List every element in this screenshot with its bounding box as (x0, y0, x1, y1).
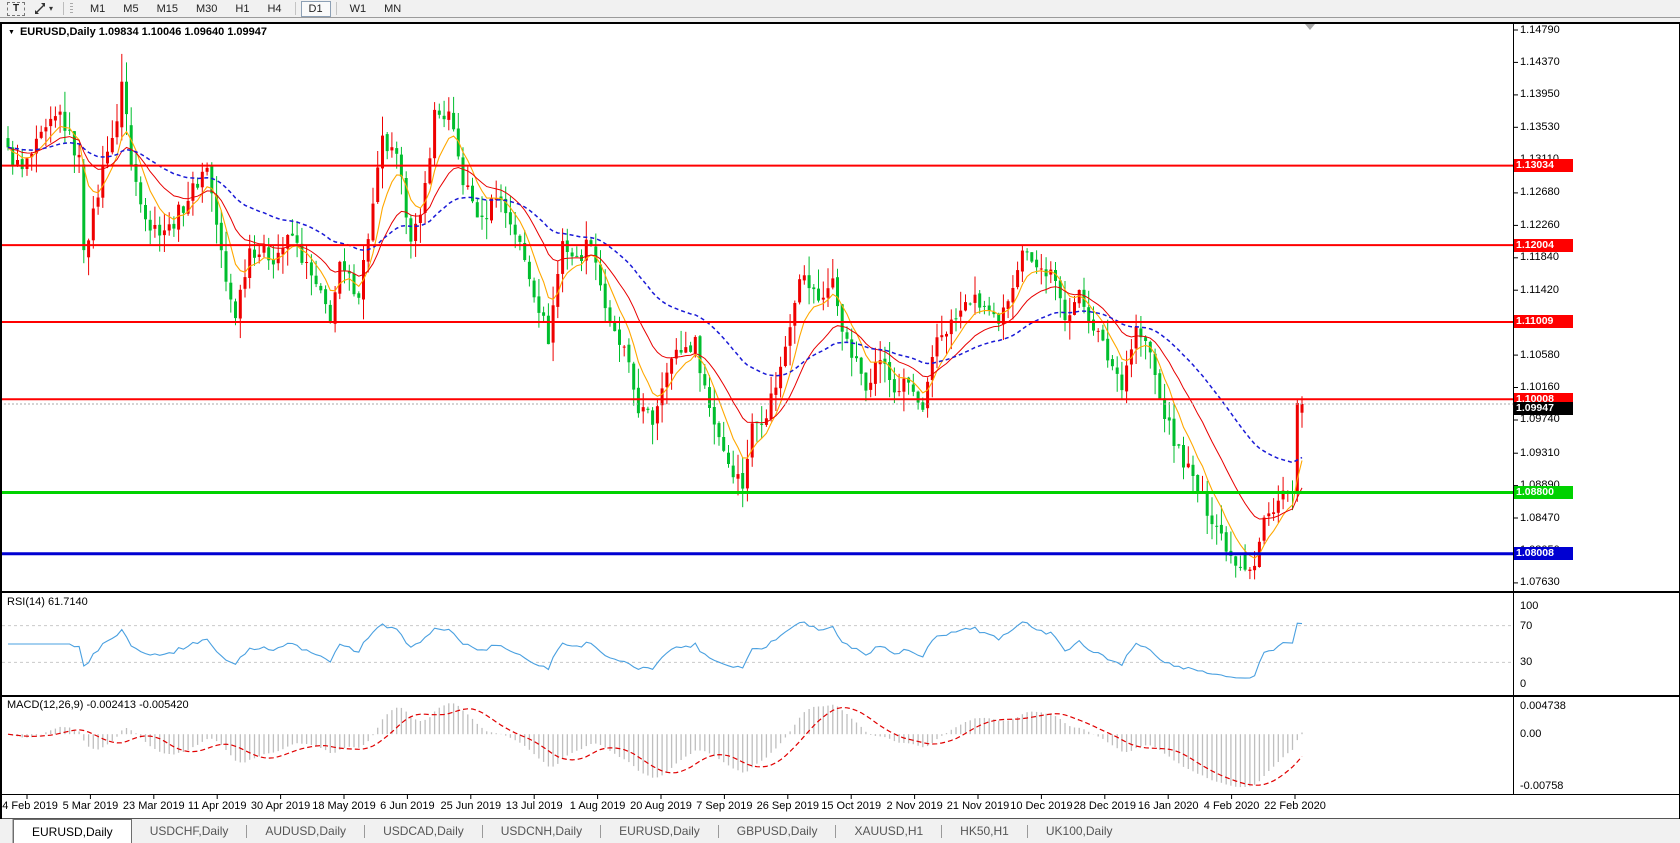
chart-tab-9[interactable]: UK100,Daily (1045, 824, 1113, 838)
price-line-badge: 1.08800 (1514, 486, 1573, 500)
timeframe-button-m1[interactable]: M1 (90, 2, 106, 15)
toolbar-separator (63, 2, 65, 15)
chart-tab-bar: EURUSD,Daily USDCHF,Daily AUDUSD,Daily USDC… (0, 819, 1680, 843)
timeframe-button-m5[interactable]: M5 (123, 2, 139, 15)
price-axis-label: 1.12680 (1520, 186, 1560, 199)
rsi-axis-label: 70 (1520, 619, 1533, 632)
date-axis-label: 10 Dec 2019 (1010, 800, 1073, 812)
date-axis-label: 6 Jun 2019 (380, 800, 435, 812)
timeframe-button-m15[interactable]: M15 (156, 2, 178, 15)
date-axis-label: 11 Apr 2019 (187, 800, 247, 812)
tab-separator (364, 824, 366, 838)
rsi-indicator-label: RSI(14) 61.7140 (7, 596, 88, 608)
price-axis-label: 1.13950 (1520, 88, 1560, 101)
date-axis-label: 15 Oct 2019 (821, 800, 882, 812)
timeframe-button-w1[interactable]: W1 (349, 2, 367, 15)
price-axis-label: 1.12260 (1520, 218, 1560, 231)
timeframe-button-m30[interactable]: M30 (195, 2, 218, 15)
date-axis-label: 22 Feb 2020 (1264, 800, 1326, 812)
date-axis-label: 21 Nov 2019 (946, 800, 1010, 812)
date-axis-label: 14 Feb 2019 (0, 800, 58, 812)
toolbar-separator (294, 2, 296, 15)
price-axis-label: 1.08470 (1520, 511, 1560, 524)
date-axis-label: 20 Aug 2019 (630, 800, 692, 812)
chart-tab-7[interactable]: XAUUSD,H1 (854, 824, 924, 838)
tab-separator (835, 824, 837, 838)
tab-separator (600, 824, 602, 838)
dropdown-caret-icon[interactable]: ▾ (49, 4, 54, 13)
date-axis-label: 2 Nov 2019 (886, 800, 943, 812)
price-axis-label: 1.11420 (1520, 283, 1559, 296)
price-axis-label: 1.14790 (1520, 23, 1560, 36)
symbol-dropdown-icon[interactable]: ▼ (8, 29, 15, 36)
chart-tab-4[interactable]: USDCNH,Daily (500, 824, 583, 838)
chart-shift-marker[interactable] (1305, 24, 1315, 30)
chart-tab-5[interactable]: EURUSD,Daily (619, 824, 700, 838)
price-axis-label: 1.09310 (1520, 446, 1560, 459)
date-axis-label: 28 Dec 2019 (1073, 800, 1136, 812)
timeframe-button-mn[interactable]: MN (384, 2, 402, 15)
price-line-badge: 1.12004 (1514, 238, 1573, 252)
rsi-axis-label: 30 (1520, 656, 1533, 669)
toolbar: T ▾ M1 M5 M15 M30 H1 H4 D1 W1 MN (0, 0, 1680, 18)
rsi-axis-label: 100 (1520, 600, 1539, 612)
text-tool-button[interactable]: T (7, 1, 25, 16)
chart-tab-3[interactable]: USDCAD,Daily (383, 824, 464, 838)
macd-axis-label: 0.004738 (1520, 700, 1566, 712)
rsi-axis-label: 0 (1520, 678, 1527, 690)
date-axis-label: 7 Sep 2019 (696, 800, 753, 812)
date-axis-label: 26 Sep 2019 (756, 800, 819, 812)
date-axis-label: 13 Jul 2019 (505, 800, 563, 812)
price-line-badge: 1.11009 (1514, 315, 1573, 329)
current-price-badge: 1.09947 (1514, 401, 1573, 415)
price-axis-label: 1.10160 (1520, 381, 1560, 394)
price-line-badge: 1.13034 (1514, 159, 1573, 173)
tab-separator (481, 824, 483, 838)
chart-tab-6[interactable]: GBPUSD,Daily (736, 824, 818, 838)
price-axis-label: 1.07630 (1520, 576, 1560, 589)
chart-title: ▼ EURUSD,Daily 1.09834 1.10046 1.09640 1.… (8, 26, 267, 38)
date-axis-label: 25 Jun 2019 (440, 800, 502, 812)
price-axis-label: 1.13530 (1520, 120, 1560, 133)
macd-panel[interactable] (2, 698, 1513, 794)
double-arrow-icon (35, 3, 45, 14)
tab-separator (1026, 824, 1028, 838)
price-line-badge: 1.08008 (1514, 547, 1573, 561)
date-axis-label: 4 Feb 2020 (1203, 800, 1260, 812)
tab-separator (717, 824, 719, 838)
macd-axis-label: -0.00758 (1520, 780, 1564, 792)
date-axis-label: 30 Apr 2019 (250, 800, 311, 812)
chart-tab-0[interactable]: EURUSD,Daily (13, 819, 132, 843)
macd-indicator-label: MACD(12,26,9) -0.002413 -0.005420 (7, 699, 189, 711)
macd-axis-label: 0.00 (1520, 728, 1542, 741)
price-axis-label: 1.11840 (1520, 251, 1559, 264)
cursor-tool-button[interactable]: ▾ (34, 2, 53, 16)
date-axis-label: 18 May 2019 (312, 800, 376, 812)
date-axis-label: 1 Aug 2019 (569, 800, 626, 812)
tab-separator (246, 824, 248, 838)
toolbar-separator (335, 2, 337, 15)
main-chart-panel[interactable] (2, 24, 1513, 589)
timeframe-button-h4[interactable]: H4 (267, 2, 282, 15)
timeframe-button-d1[interactable]: D1 (300, 0, 331, 17)
date-axis-label: 16 Jan 2020 (1137, 800, 1199, 812)
price-axis-label: 1.09740 (1520, 413, 1560, 426)
toolbar-grip[interactable] (70, 3, 74, 14)
chart-tab-2[interactable]: AUDUSD,Daily (265, 824, 347, 838)
price-axis-label: 1.14370 (1520, 55, 1560, 68)
chart-symbol-period: EURUSD,Daily (19, 26, 96, 38)
timeframe-button-h1[interactable]: H1 (235, 2, 250, 15)
tab-bar-notch (0, 819, 13, 843)
date-axis-label: 23 Mar 2019 (122, 800, 185, 812)
price-axis-label: 1.10580 (1520, 348, 1560, 361)
chart-tab-8[interactable]: HK50,H1 (960, 824, 1009, 838)
chart-tab-1[interactable]: USDCHF,Daily (149, 824, 229, 838)
rsi-panel[interactable] (2, 594, 1513, 694)
chart-ohlc-values: 1.09834 1.10046 1.09640 1.09947 (98, 26, 268, 38)
timeframe-toolbar: M1 M5 M15 M30 H1 H4 D1 W1 MN (81, 0, 410, 17)
date-axis-label: 5 Mar 2019 (62, 800, 119, 812)
tab-separator (941, 824, 943, 838)
